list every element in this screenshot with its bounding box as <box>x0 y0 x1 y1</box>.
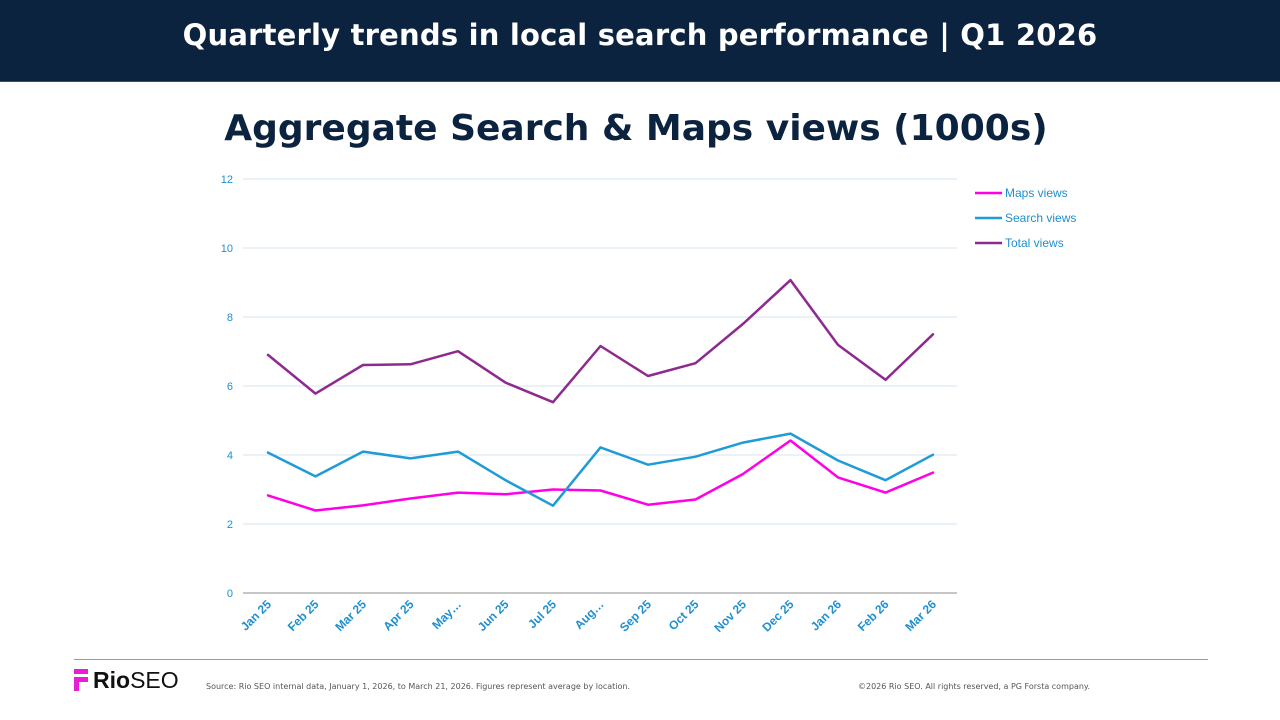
y-tick-label: 12 <box>221 174 233 186</box>
x-tick-label: Aug… <box>572 597 607 632</box>
rio-seo-logo: RioSEO <box>74 667 194 693</box>
chart-title: Aggregate Search & Maps views (1000s) <box>224 108 1048 149</box>
y-tick-label: 0 <box>227 588 233 600</box>
x-tick-label: Dec 25 <box>759 597 796 634</box>
x-tick-label: Jul 25 <box>525 597 559 631</box>
legend-label: Search views <box>1005 211 1076 225</box>
y-tick-label: 4 <box>227 450 233 462</box>
legend-label: Total views <box>1005 236 1064 250</box>
copyright-note: ©2026 Rio SEO. All rights reserved, a PG… <box>858 682 1091 691</box>
x-tick-label: Mar 25 <box>332 597 369 634</box>
logo-mark-icon <box>74 669 88 691</box>
x-tick-label: Apr 25 <box>380 597 417 634</box>
x-tick-label: Feb 26 <box>855 597 892 634</box>
x-tick-label: Feb 25 <box>285 597 322 634</box>
series-line-total-views <box>266 278 935 404</box>
series-line-search-views <box>266 432 935 507</box>
legend-label: Maps views <box>1005 186 1068 200</box>
y-tick-label: 2 <box>227 519 233 531</box>
page-title: Quarterly trends in local search perform… <box>182 18 1098 52</box>
footer-divider <box>74 659 1208 660</box>
x-tick-label: Jun 25 <box>475 597 512 634</box>
line-chart: 0 2 4 6 8 10 12 Jan 25 Feb 25 Mar 25 Apr 25 May… Jun… <box>221 174 1077 635</box>
x-tick-label: Oct 25 <box>666 597 702 633</box>
y-tick-label: 10 <box>221 243 233 255</box>
x-tick-label: Sep 25 <box>617 597 654 634</box>
source-note: Source: Rio SEO internal data, January 1… <box>206 682 631 691</box>
x-tick-label: Jan 25 <box>238 597 275 634</box>
header-banner: Quarterly trends in local search perform… <box>0 0 1280 82</box>
x-tick-label: May… <box>429 597 464 632</box>
y-tick-label: 6 <box>227 381 233 393</box>
x-tick-label: Jan 26 <box>808 597 845 634</box>
series-line-maps-views <box>266 439 935 512</box>
x-tick-label: Mar 26 <box>902 597 939 634</box>
logo-wordmark: RioSEO <box>93 667 179 693</box>
x-tick-label: Nov 25 <box>711 597 749 635</box>
y-tick-label: 8 <box>227 312 233 324</box>
